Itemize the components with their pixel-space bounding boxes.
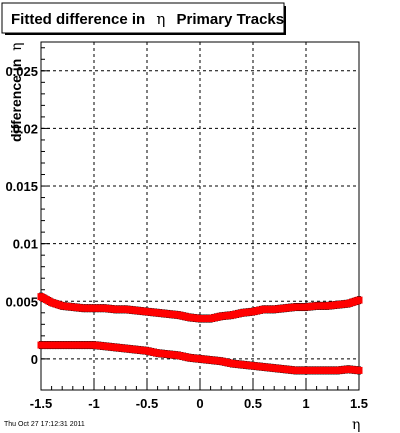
svg-text:difference in η: difference in η (8, 42, 25, 142)
x-tick-label: -1.5 (30, 396, 52, 411)
x-tick-label: 0 (196, 396, 203, 411)
x-tick-label: -0.5 (136, 396, 158, 411)
series-1-point (355, 366, 363, 374)
x-tick-label: 1.5 (350, 396, 368, 411)
y-tick-label: 0.02 (13, 121, 38, 136)
footer-timestamp: Thu Oct 27 17:12:31 2011 (4, 421, 85, 428)
x-tick-label: 0.5 (244, 396, 262, 411)
svg-text:Fitted difference in η: Fitted difference in η Primary Tracks (11, 10, 284, 28)
series-0-point (355, 296, 363, 304)
y-axis-label-symbol: η (9, 42, 25, 50)
y-tick-label: 0.025 (5, 64, 38, 79)
axis-tick-marks (40, 47, 360, 390)
y-tick-label: 0.005 (5, 294, 38, 309)
chart-title-box: Fitted difference in η Primary Tracks (1, 2, 286, 35)
chart-title-rest: Primary Tracks (177, 11, 285, 28)
x-tick-labels: -1.5 -1 -0.5 0 0.5 1 1.5 (30, 396, 368, 411)
y-axis-label-main: difference in (8, 59, 24, 142)
x-tick-label: -1 (88, 396, 100, 411)
x-tick-label: 1 (302, 396, 309, 411)
y-tick-label: 0.015 (5, 179, 38, 194)
chart-title-main: Fitted difference in (11, 11, 145, 28)
chart-title-symbol: η (156, 10, 165, 28)
series-layer (37, 292, 363, 375)
y-tick-label: 0.01 (13, 237, 38, 252)
grid-lines (41, 42, 359, 390)
y-tick-labels: 0 0.005 0.01 0.015 0.02 0.025 (5, 64, 38, 367)
x-axis-label: η (352, 417, 360, 433)
y-tick-label: 0 (31, 352, 38, 367)
